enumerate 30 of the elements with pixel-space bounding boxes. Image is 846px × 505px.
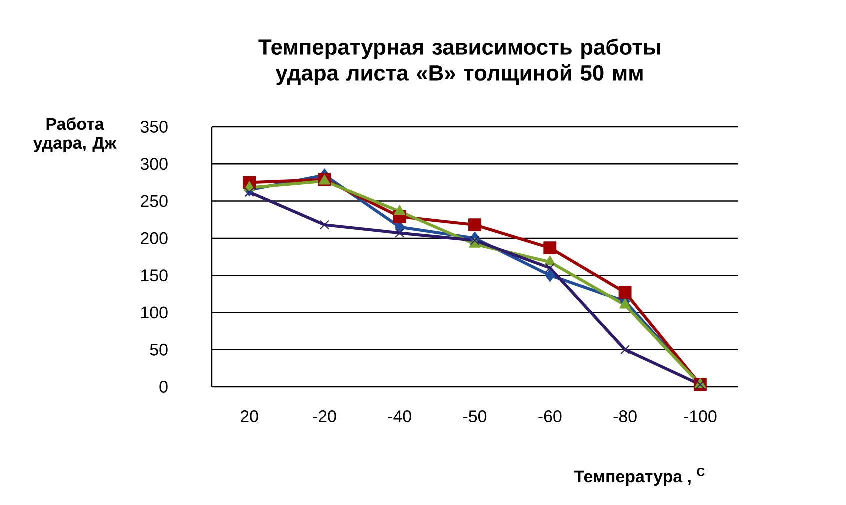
point <box>468 218 482 232</box>
y-tick-label: 100 <box>142 306 168 319</box>
point <box>544 242 557 255</box>
x-tick-label: -50 <box>464 410 487 423</box>
point <box>394 205 406 216</box>
x-tick-label: -100 <box>684 410 717 423</box>
x-tick-label: -60 <box>538 410 562 423</box>
y-tick-label: 350 <box>140 121 168 133</box>
point <box>470 236 480 246</box>
y-tick-label: 0 <box>160 381 168 393</box>
y-tick-label: 200 <box>141 232 168 244</box>
y-tick-label: 300 <box>140 158 168 170</box>
y-tick-label: 150 <box>142 270 168 282</box>
x-tick-label: -20 <box>313 410 336 423</box>
point <box>244 188 254 198</box>
point <box>395 228 405 238</box>
x-axis-title: Температура , $^{С}$ <box>574 468 705 486</box>
x-tick-label: -40 <box>388 410 412 423</box>
chart-title: Температурная зависимость работы удара листа «В» толщиной 50 мм <box>258 38 660 86</box>
point <box>618 286 632 300</box>
y-tick-label: 50 <box>150 344 168 356</box>
point <box>620 298 631 309</box>
point <box>320 220 330 230</box>
y-axis-title: Работа удара, Дж <box>33 118 117 152</box>
point <box>545 269 556 282</box>
x-tick-label: 20 <box>241 410 258 423</box>
y-tick-label: 250 <box>141 195 168 208</box>
point <box>545 263 555 273</box>
x-tick-label: -80 <box>614 410 637 423</box>
point <box>544 256 556 266</box>
